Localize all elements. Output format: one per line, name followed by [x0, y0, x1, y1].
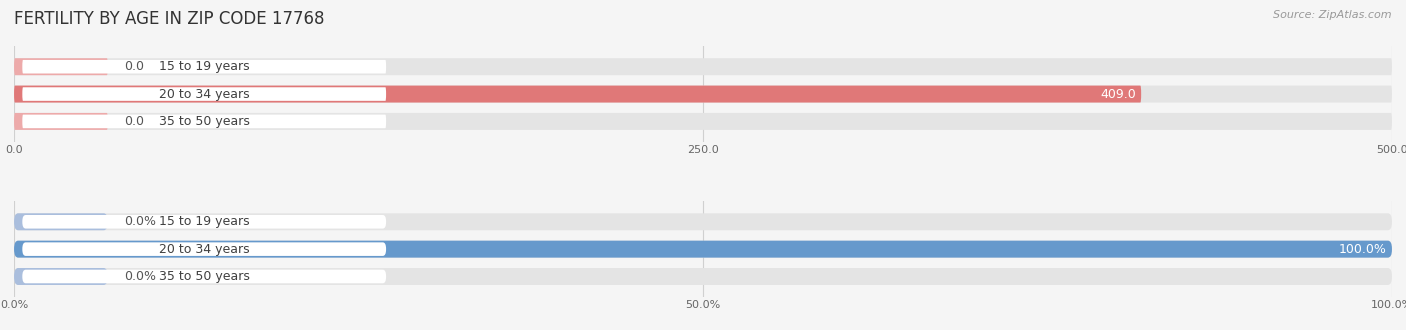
- FancyBboxPatch shape: [14, 268, 108, 285]
- FancyBboxPatch shape: [22, 242, 387, 256]
- Text: 35 to 50 years: 35 to 50 years: [159, 115, 250, 128]
- FancyBboxPatch shape: [14, 268, 1392, 285]
- Text: 20 to 34 years: 20 to 34 years: [159, 243, 249, 256]
- FancyBboxPatch shape: [14, 85, 1142, 103]
- Text: 100.0%: 100.0%: [1339, 243, 1386, 256]
- FancyBboxPatch shape: [22, 270, 387, 283]
- FancyBboxPatch shape: [14, 58, 1392, 75]
- Text: 35 to 50 years: 35 to 50 years: [159, 270, 250, 283]
- Text: Source: ZipAtlas.com: Source: ZipAtlas.com: [1274, 10, 1392, 20]
- Text: 0.0: 0.0: [124, 60, 145, 73]
- FancyBboxPatch shape: [22, 115, 387, 128]
- FancyBboxPatch shape: [22, 60, 387, 74]
- Text: FERTILITY BY AGE IN ZIP CODE 17768: FERTILITY BY AGE IN ZIP CODE 17768: [14, 10, 325, 28]
- FancyBboxPatch shape: [14, 213, 108, 230]
- Text: 409.0: 409.0: [1099, 87, 1136, 101]
- FancyBboxPatch shape: [14, 241, 1392, 258]
- FancyBboxPatch shape: [14, 113, 108, 130]
- FancyBboxPatch shape: [14, 58, 108, 75]
- FancyBboxPatch shape: [14, 241, 1392, 258]
- FancyBboxPatch shape: [14, 85, 1392, 103]
- FancyBboxPatch shape: [14, 213, 1392, 230]
- Text: 20 to 34 years: 20 to 34 years: [159, 87, 249, 101]
- FancyBboxPatch shape: [22, 87, 387, 101]
- Text: 15 to 19 years: 15 to 19 years: [159, 60, 249, 73]
- Text: 0.0%: 0.0%: [124, 215, 156, 228]
- Text: 15 to 19 years: 15 to 19 years: [159, 215, 249, 228]
- FancyBboxPatch shape: [14, 113, 1392, 130]
- Text: 0.0%: 0.0%: [124, 270, 156, 283]
- Text: 0.0: 0.0: [124, 115, 145, 128]
- FancyBboxPatch shape: [22, 215, 387, 229]
